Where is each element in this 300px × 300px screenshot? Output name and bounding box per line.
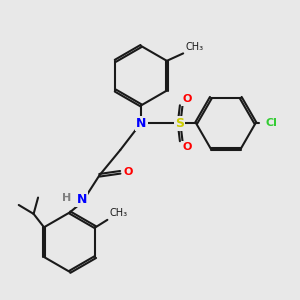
Text: CH₃: CH₃ (110, 208, 128, 218)
Text: N: N (136, 117, 146, 130)
Text: O: O (124, 167, 133, 177)
Text: O: O (124, 167, 133, 177)
Text: S: S (175, 117, 184, 130)
Text: O: O (182, 94, 192, 104)
Text: N: N (76, 193, 87, 206)
Text: O: O (182, 94, 192, 104)
Text: S: S (175, 117, 184, 130)
Text: CH₃: CH₃ (185, 42, 204, 52)
Text: H: H (62, 193, 71, 202)
Text: Cl: Cl (266, 118, 278, 128)
Text: O: O (182, 142, 192, 152)
Text: Cl: Cl (266, 118, 278, 128)
Text: N: N (136, 117, 146, 130)
Text: O: O (182, 142, 192, 152)
Text: N: N (76, 193, 87, 206)
